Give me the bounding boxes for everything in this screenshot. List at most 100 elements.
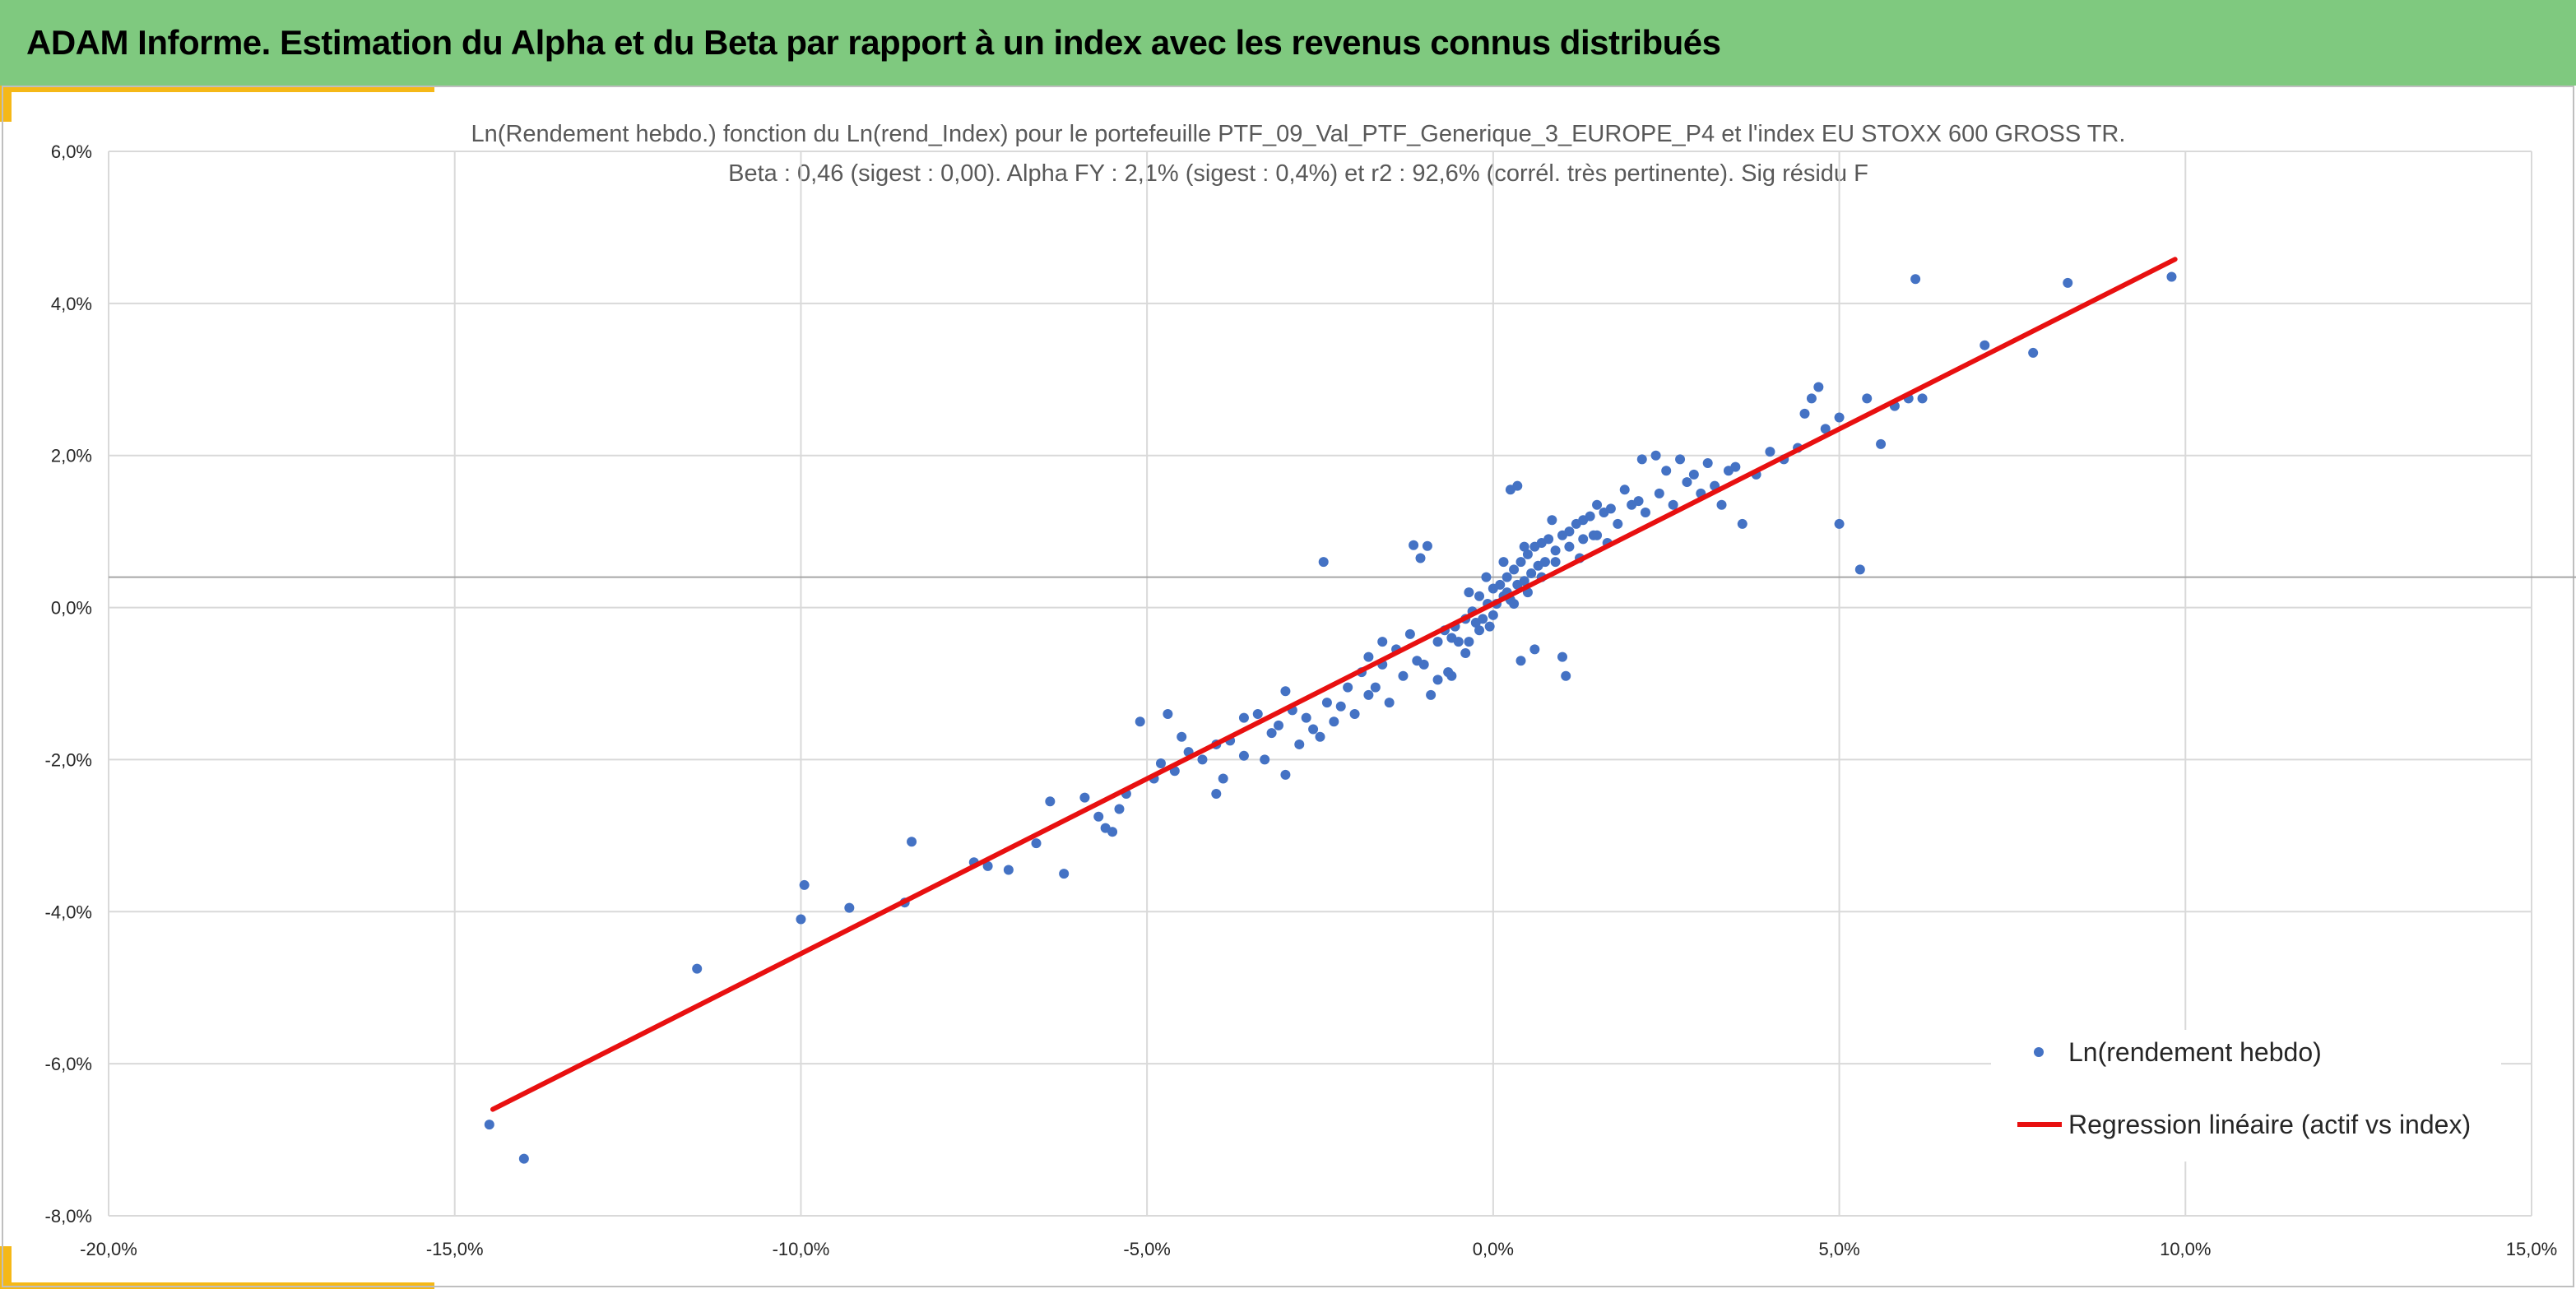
scatter-point: [1636, 454, 1647, 465]
scatter-point: [1294, 739, 1305, 749]
scatter-point: [518, 1153, 529, 1164]
scatter-point: [1980, 340, 1990, 350]
scatter-point: [1578, 515, 1589, 526]
scatter-point: [1519, 541, 1529, 552]
scatter-point: [1688, 469, 1699, 480]
scatter-point: [1564, 541, 1575, 552]
x-tick-label: 10,0%: [2160, 1239, 2211, 1259]
scatter-point: [1197, 754, 1208, 765]
scatter-point: [1301, 712, 1311, 723]
scatter-point: [1806, 393, 1817, 404]
scatter-point: [1114, 804, 1125, 814]
scatter-point: [1564, 526, 1575, 537]
accent-bar-top: [0, 86, 434, 92]
scatter-point: [844, 902, 855, 913]
scatter-point: [1765, 447, 1775, 457]
scatter-point: [1280, 686, 1291, 697]
scatter-point: [1478, 614, 1488, 624]
scatter-point: [1318, 557, 1329, 568]
scatter-point: [1481, 572, 1492, 582]
scatter-point: [1343, 682, 1353, 693]
scatter-point: [796, 914, 806, 925]
scatter-point: [1135, 716, 1145, 727]
y-tick-label: -4,0%: [45, 902, 92, 922]
scatter-points: [484, 271, 2177, 1164]
grid-lines: [108, 151, 2576, 1217]
scatter-point: [1737, 518, 1748, 529]
scatter-point: [1409, 540, 1419, 550]
scatter-point: [2063, 277, 2073, 288]
scatter-point: [1519, 576, 1529, 587]
scatter-point: [907, 837, 917, 847]
scatter-point: [1515, 557, 1526, 568]
scatter-point: [2028, 347, 2039, 358]
scatter-point: [1605, 503, 1616, 514]
scatter-point: [1446, 670, 1457, 681]
scatter-point: [1031, 838, 1042, 849]
scatter-point: [1321, 698, 1332, 708]
scatter-point: [1668, 499, 1678, 510]
y-tick-label: 2,0%: [51, 446, 92, 466]
scatter-point: [1543, 534, 1554, 545]
scatter-point: [1464, 587, 1474, 598]
y-tick-label: 6,0%: [51, 141, 92, 162]
scatter-point: [1045, 796, 1056, 807]
scatter-point: [1820, 424, 1831, 434]
scatter-point: [1834, 518, 1845, 529]
scatter-point: [1675, 454, 1686, 465]
scatter-point: [484, 1120, 494, 1130]
scatter-point: [1464, 637, 1474, 647]
y-tick-label: -6,0%: [45, 1054, 92, 1074]
scatter-point: [1422, 540, 1432, 551]
scatter-point: [1592, 499, 1603, 510]
scatter-point: [1415, 553, 1426, 563]
scatter-point: [1266, 728, 1277, 739]
legend-background: [1991, 1030, 2501, 1161]
scatter-point: [1529, 644, 1540, 655]
scatter-point: [1238, 712, 1249, 723]
scatter-point: [1384, 698, 1395, 708]
scatter-point: [1547, 515, 1557, 526]
x-tick-label: 15,0%: [2506, 1239, 2557, 1259]
scatter-point: [1509, 598, 1520, 609]
scatter-point: [1363, 651, 1374, 662]
scatter-point: [1474, 625, 1485, 636]
scatter-point: [1650, 450, 1661, 461]
legend: Ln(rendement hebdo) Regression linéaire …: [1991, 1030, 2501, 1161]
scatter-point: [1910, 274, 1921, 285]
scatter-point: [1211, 789, 1222, 800]
title-banner: ADAM Informe. Estimation du Alpha et du …: [0, 0, 2576, 86]
scatter-point: [1502, 572, 1512, 582]
scatter-point: [1539, 557, 1550, 568]
regression-line-group: [490, 257, 2178, 1112]
scatter-point: [1588, 530, 1599, 540]
scatter-point: [1834, 412, 1845, 423]
scatter-point: [1682, 477, 1692, 488]
scatter-point: [1418, 659, 1429, 670]
scatter-point: [1349, 708, 1360, 719]
scatter-point: [1578, 534, 1589, 545]
scatter-point: [1495, 579, 1506, 590]
scatter-point: [1252, 708, 1263, 719]
y-tick-label: 0,0%: [51, 598, 92, 619]
scatter-point: [1633, 496, 1644, 507]
scatter-point: [1498, 557, 1509, 568]
scatter-point: [799, 879, 810, 890]
x-tick-label: -15,0%: [426, 1239, 484, 1259]
scatter-point: [1308, 724, 1319, 735]
scatter-point: [1619, 485, 1630, 495]
chart-frame: [2, 86, 2574, 1287]
scatter-point: [1488, 610, 1498, 620]
scatter-point: [1370, 682, 1381, 693]
scatter-point: [1526, 568, 1537, 578]
legend-label-regression: Regression linéaire (actif vs index): [2068, 1110, 2471, 1139]
scatter-point: [1512, 480, 1523, 491]
y-tick-label: 4,0%: [51, 294, 92, 314]
scatter-point: [1509, 564, 1520, 575]
scatter-point: [1661, 466, 1672, 476]
scatter-point: [1260, 754, 1270, 765]
scatter-point: [1432, 637, 1443, 647]
x-tick-label: 5,0%: [1818, 1239, 1859, 1259]
scatter-point: [1730, 461, 1741, 472]
scatter-point: [1515, 656, 1526, 666]
